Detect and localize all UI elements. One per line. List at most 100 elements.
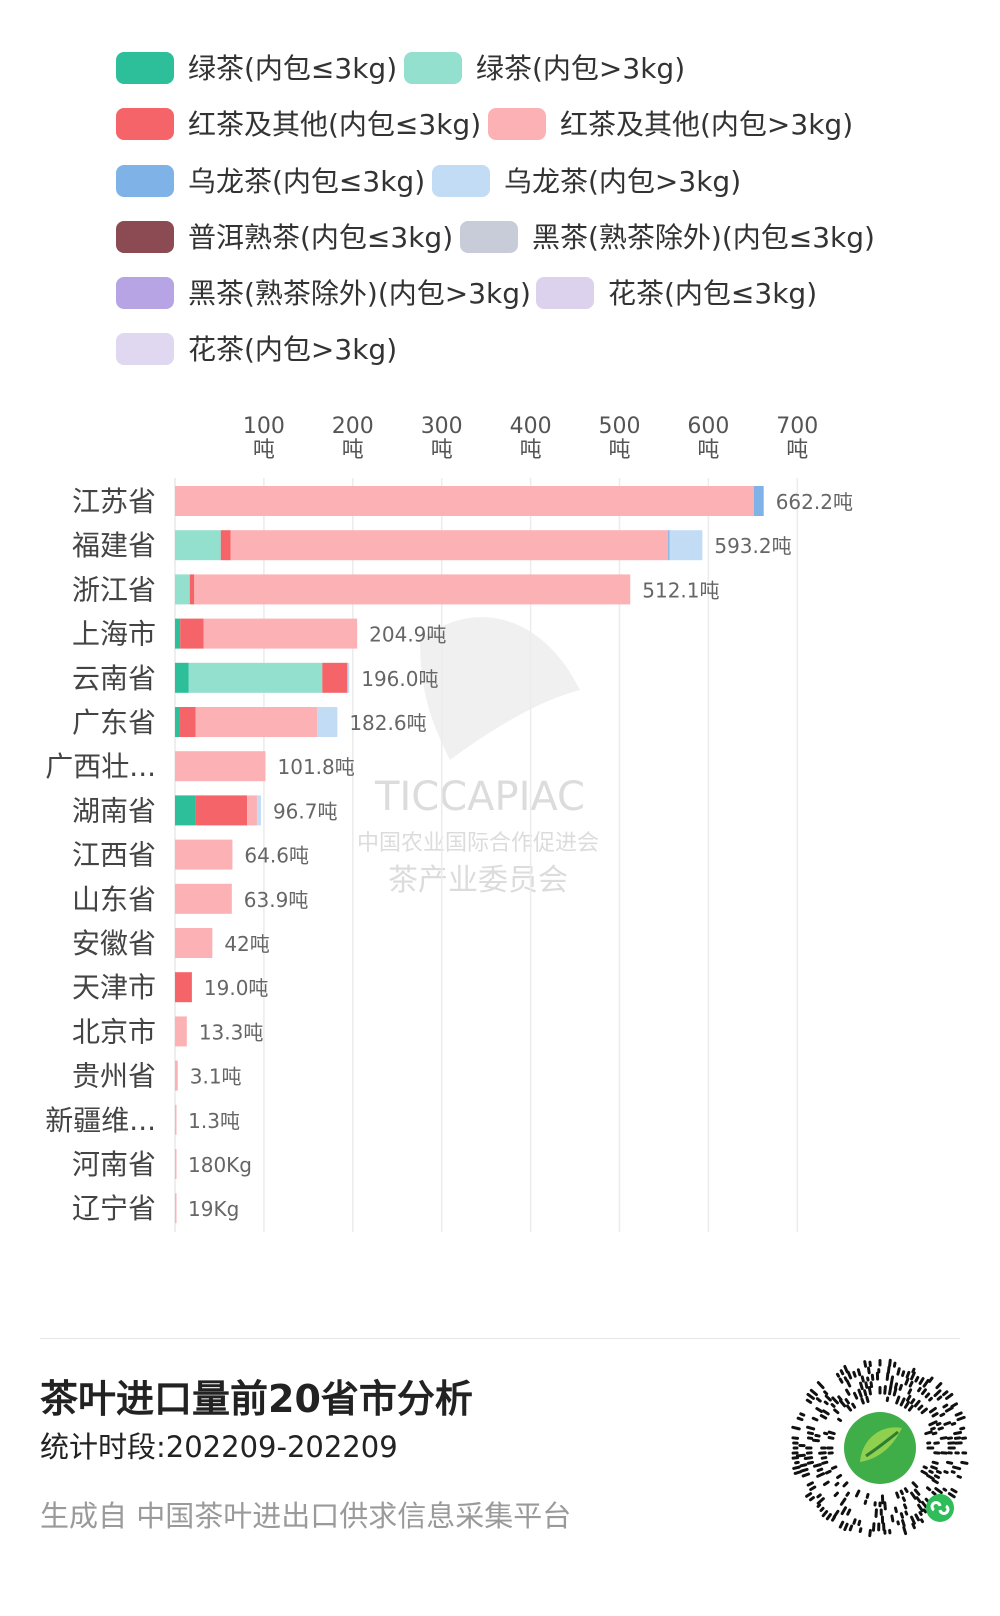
bar-segment xyxy=(203,618,358,649)
qr-dot xyxy=(837,1417,843,1423)
qr-dot xyxy=(830,1465,838,1470)
bar-segment xyxy=(175,486,754,516)
bar-segment xyxy=(175,574,190,605)
qr-dot xyxy=(791,1456,800,1460)
category-label: 安徽省 xyxy=(72,927,156,960)
value-label: 19Kg xyxy=(188,1197,239,1221)
qr-dot xyxy=(924,1392,931,1399)
qr-dot xyxy=(950,1402,959,1408)
qr-dot xyxy=(827,1436,835,1440)
qr-dot xyxy=(917,1503,924,1513)
qr-dot xyxy=(823,1400,829,1406)
qr-dot xyxy=(833,1491,839,1498)
category-label: 广西壮... xyxy=(45,750,156,783)
qr-dot xyxy=(839,1369,845,1376)
qr-dot xyxy=(928,1469,934,1474)
qr-dot xyxy=(806,1431,815,1436)
qr-dot xyxy=(819,1414,828,1420)
qr-dot xyxy=(819,1506,825,1512)
qr-dot xyxy=(945,1393,954,1400)
qr-dot xyxy=(920,1388,927,1396)
qr-dot xyxy=(901,1496,906,1502)
legend-swatch xyxy=(116,108,174,140)
category-label: 北京市 xyxy=(72,1015,156,1048)
qr-dot xyxy=(931,1460,939,1465)
qr-dot xyxy=(868,1528,872,1538)
qr-dot xyxy=(935,1469,942,1475)
qr-dot xyxy=(865,1395,870,1404)
qr-dot xyxy=(922,1378,930,1388)
qr-dot xyxy=(834,1481,840,1487)
qr-dot xyxy=(792,1465,801,1470)
qr-dot xyxy=(816,1467,824,1473)
qr-dot xyxy=(960,1460,969,1465)
qr-dot xyxy=(845,1491,850,1497)
watermark-text: TICCAPIAC xyxy=(374,774,585,820)
qr-dot xyxy=(936,1395,943,1401)
legend-label: 红茶及其他(内包≤3kg) xyxy=(188,108,481,141)
qr-dot xyxy=(914,1375,920,1383)
qr-dot xyxy=(931,1431,938,1436)
qr-dot xyxy=(821,1510,829,1518)
qr-dot xyxy=(820,1456,828,1460)
value-label: 593.2吨 xyxy=(714,534,791,558)
bar-segment xyxy=(347,662,350,693)
qr-dot xyxy=(838,1399,847,1408)
qr-dot xyxy=(933,1389,942,1398)
legend-swatch xyxy=(536,277,594,309)
qr-dot xyxy=(935,1382,943,1390)
qr-dot xyxy=(911,1481,919,1489)
qr-dot xyxy=(903,1503,908,1510)
value-label: 96.7吨 xyxy=(273,799,338,823)
qr-dot xyxy=(959,1426,966,1431)
qr-dot xyxy=(917,1386,922,1393)
qr-dot xyxy=(934,1487,943,1495)
qr-dot xyxy=(855,1489,861,1498)
qr-dot xyxy=(808,1496,815,1502)
qr-dot xyxy=(904,1377,910,1386)
watermark-text: 茶产业委员会 xyxy=(388,863,568,898)
x-tick-unit: 吨 xyxy=(697,438,719,463)
qr-dot xyxy=(799,1463,808,1468)
qr-dot xyxy=(824,1394,832,1402)
qr-dot xyxy=(801,1472,811,1478)
legend-swatch xyxy=(116,165,174,197)
bar-segment xyxy=(175,1060,178,1091)
legend-label: 花茶(内包>3kg) xyxy=(188,333,397,366)
qr-dot xyxy=(800,1467,809,1473)
qr-dot xyxy=(901,1519,906,1528)
qr-dot xyxy=(953,1430,963,1436)
category-label: 江西省 xyxy=(72,839,156,872)
qr-dot xyxy=(851,1402,857,1409)
qr-dot xyxy=(825,1513,832,1521)
qr-dot xyxy=(899,1397,906,1407)
qr-dot xyxy=(809,1388,818,1397)
qr-dot xyxy=(796,1416,804,1422)
footer-title: 茶叶进口量前20省市分析 xyxy=(40,1377,473,1421)
qr-dot xyxy=(928,1420,938,1427)
qr-dot xyxy=(913,1488,921,1496)
qr-dot xyxy=(953,1436,962,1440)
category-label: 湖南省 xyxy=(72,794,156,827)
qr-dot xyxy=(842,1481,849,1488)
qr-dot xyxy=(917,1404,924,1411)
x-tick-unit: 吨 xyxy=(786,438,808,463)
footer-source: 生成自 中国茶叶进出口供求信息采集平台 xyxy=(40,1499,572,1533)
qr-dot xyxy=(867,1366,871,1375)
value-label: 19.0吨 xyxy=(204,976,269,1000)
qr-dot xyxy=(942,1390,949,1397)
qr-dot xyxy=(943,1421,952,1426)
qr-dot xyxy=(791,1436,800,1440)
qr-dot xyxy=(883,1385,887,1395)
bar-segment xyxy=(175,530,221,561)
qr-dot xyxy=(845,1404,853,1412)
qr-dot xyxy=(816,1472,826,1478)
qr-dot xyxy=(889,1379,894,1389)
qr-dot xyxy=(864,1381,869,1389)
qr-dot xyxy=(954,1411,963,1417)
qr-dot xyxy=(831,1396,839,1405)
mini-program-qr-icon[interactable] xyxy=(790,1358,970,1538)
category-label: 河南省 xyxy=(72,1148,156,1181)
qr-dot xyxy=(795,1453,806,1458)
